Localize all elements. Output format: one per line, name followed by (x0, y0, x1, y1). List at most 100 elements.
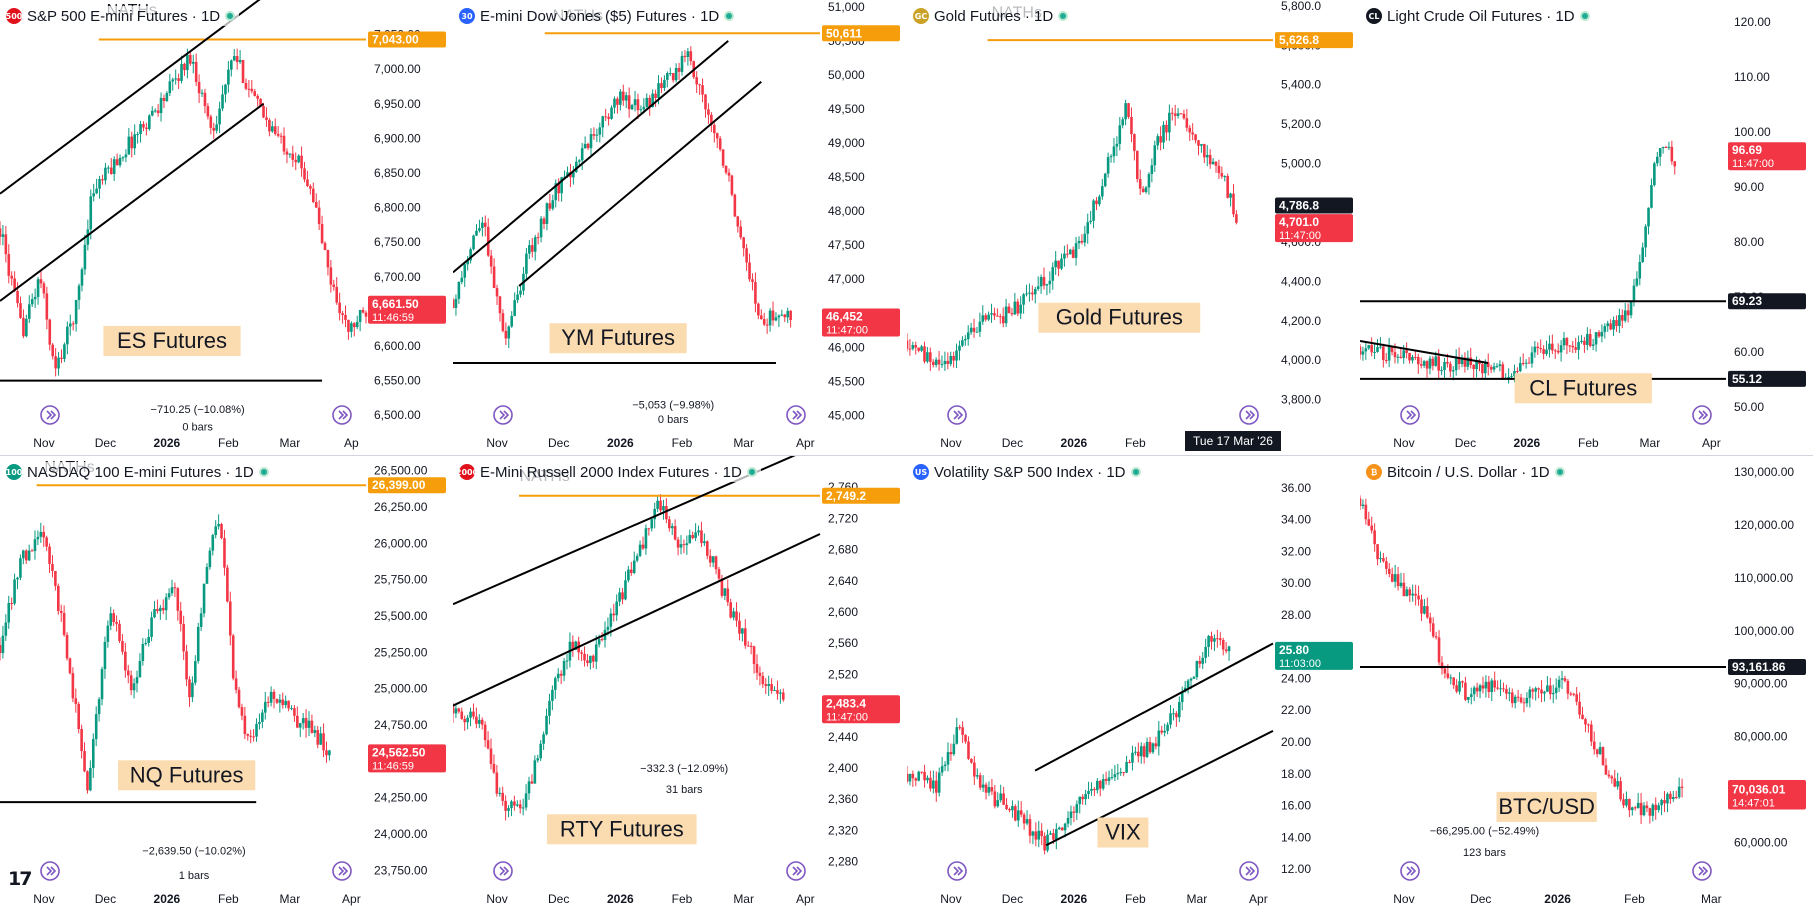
candle-body (282, 135, 286, 152)
chart-panel-5[interactable]: 2000 E-Mini Russell 2000 Index Futures · … (453, 456, 906, 911)
candle-body (1423, 606, 1426, 614)
candle-body (332, 284, 336, 287)
candle-body (618, 592, 621, 602)
candle-body (1426, 606, 1429, 618)
annotation-highlight (1038, 302, 1201, 333)
candle-body (630, 569, 633, 573)
forward-replay-icon[interactable] (947, 861, 967, 881)
candle-body (1657, 805, 1660, 810)
candle-body (1031, 292, 1034, 295)
chart-header[interactable]: 30 E-mini Dow Jones ($5) Futures · 1D (459, 6, 739, 26)
chart-header[interactable]: 500 S&P 500 E-mini Futures · 1D (6, 6, 240, 26)
candle-body (1414, 593, 1417, 596)
forward-replay-icon[interactable] (40, 861, 60, 881)
chart-header[interactable]: GC Gold Futures · 1D (913, 6, 1073, 26)
chart-panel-1[interactable]: 30 E-mini Dow Jones ($5) Futures · 1D 51,0… (453, 0, 906, 455)
candle-body (1370, 345, 1373, 353)
forward-replay-icon[interactable] (1692, 861, 1712, 881)
candle-body (943, 764, 947, 767)
forward-replay-icon[interactable] (786, 405, 806, 425)
candle-body (150, 617, 153, 637)
chart-title: Gold Futures · 1D (934, 7, 1054, 25)
candle-body (317, 207, 321, 224)
chart-header[interactable]: ₿ Bitcoin / U.S. Dollar · 1D (1366, 462, 1569, 482)
candle-body (671, 73, 675, 81)
candle-body (663, 79, 666, 89)
candle-body (1169, 713, 1172, 725)
forward-replay-icon[interactable] (493, 405, 513, 425)
y-tick-label: 25,000.00 (374, 682, 428, 696)
forward-replay-icon[interactable] (332, 861, 352, 881)
y-tick-label: 130,000.00 (1734, 465, 1794, 479)
symbol-badge-icon: 2000 (456, 464, 478, 480)
chart-header[interactable]: 100 NASDAQ 100 E-mini Futures · 1D (6, 462, 273, 482)
forward-replay-icon[interactable] (40, 405, 60, 425)
candle-body (1098, 780, 1102, 789)
candle-body (1063, 823, 1067, 831)
candle-body (624, 95, 628, 101)
forward-replay-icon[interactable] (1400, 405, 1420, 425)
candle-body (0, 645, 2, 654)
x-tick-label: Dec (1002, 436, 1023, 450)
chart-panel-4[interactable]: 100 NASDAQ 100 E-mini Futures · 1D 26,500.… (0, 456, 452, 911)
candle-body (955, 350, 958, 361)
candle-body (586, 660, 589, 664)
candle-body (57, 585, 60, 611)
chart-header[interactable]: CL Light Crude Oil Futures · 1D (1366, 6, 1594, 26)
chart-header[interactable]: 2000 E-Mini Russell 2000 Index Futures · … (456, 462, 761, 482)
y-tick-label: 23,750.00 (374, 863, 428, 877)
candle-body (741, 628, 744, 634)
candle-body (630, 105, 634, 110)
candle-body (748, 262, 751, 280)
forward-replay-icon[interactable] (493, 861, 513, 881)
candle-body (1489, 367, 1493, 370)
candle-body (542, 218, 546, 225)
candle-body (1182, 113, 1186, 119)
candle-body (607, 116, 610, 119)
candle-body (677, 67, 681, 72)
y-tick-label: 6,700.00 (374, 270, 421, 284)
candle-body (1653, 163, 1656, 186)
x-tick-label: Dec (1002, 892, 1023, 906)
live-dot-icon (746, 467, 757, 477)
candle-body (1179, 113, 1183, 115)
symbol-badge-icon: GC (913, 8, 929, 24)
candle-body (138, 660, 142, 678)
price-label-box (1728, 293, 1806, 310)
candle-body (1072, 811, 1076, 813)
candle-body (1387, 347, 1391, 361)
candle-body (946, 752, 950, 765)
candle-body (911, 773, 915, 779)
candle-body (539, 218, 543, 238)
chart-panel-3[interactable]: CL Light Crude Oil Futures · 1D 120.00 110.… (1360, 0, 1812, 455)
candle-body (291, 153, 295, 160)
candle-body (1022, 814, 1026, 824)
candle-body (615, 601, 618, 616)
candle-body (1135, 150, 1139, 180)
forward-replay-icon[interactable] (1400, 861, 1420, 881)
forward-replay-icon[interactable] (1239, 861, 1259, 881)
candle-body (179, 610, 183, 624)
row-divider[interactable] (0, 455, 1813, 456)
chart-panel-7[interactable]: ₿ Bitcoin / U.S. Dollar · 1D 130,000.00 120… (1360, 456, 1812, 911)
candle-body (1168, 112, 1171, 133)
forward-replay-icon[interactable] (332, 405, 352, 425)
candle-body (1172, 713, 1175, 715)
candle-body (1361, 351, 1365, 355)
forward-replay-icon[interactable] (786, 861, 806, 881)
candle-body (530, 245, 534, 252)
candle-body (1137, 751, 1140, 757)
forward-replay-icon[interactable] (947, 405, 967, 425)
forward-replay-icon[interactable] (1239, 405, 1259, 425)
candle-body (159, 607, 162, 612)
candle-body (1464, 682, 1467, 700)
forward-replay-icon[interactable] (1692, 405, 1712, 425)
candle-body (600, 639, 604, 641)
chart-header[interactable]: US Volatility S&P 500 Index · 1D (913, 462, 1145, 482)
price-label-box (822, 695, 900, 724)
symbol-badge-icon: 30 (459, 8, 475, 24)
chart-panel-6[interactable]: US Volatility S&P 500 Index · 1D 36.00 34.0… (907, 456, 1359, 911)
candle-body (510, 801, 513, 809)
